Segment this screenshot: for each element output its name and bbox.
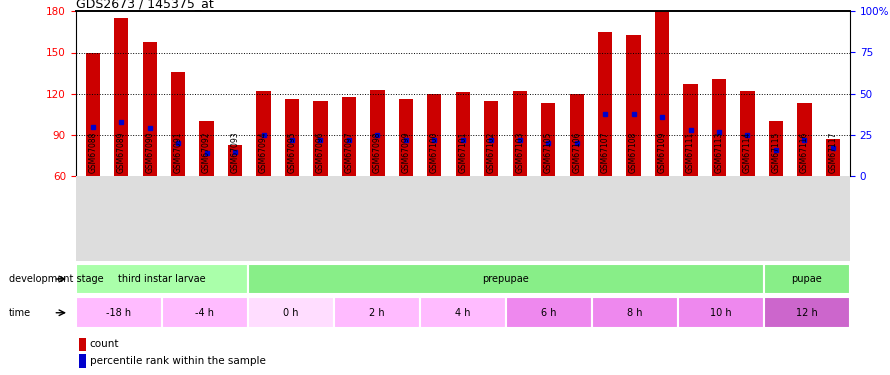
Bar xyxy=(76,297,162,328)
Bar xyxy=(592,297,678,328)
Text: 10 h: 10 h xyxy=(710,308,732,318)
Bar xyxy=(797,104,812,176)
Bar xyxy=(513,91,527,176)
Bar xyxy=(506,297,592,328)
Bar xyxy=(399,99,413,176)
Text: pupae: pupae xyxy=(791,274,822,284)
Bar xyxy=(740,91,755,176)
Bar xyxy=(627,34,641,176)
Bar xyxy=(162,297,247,328)
Text: count: count xyxy=(90,339,119,349)
Bar xyxy=(427,94,441,176)
Text: GDS2673 / 145375_at: GDS2673 / 145375_at xyxy=(76,0,214,10)
Text: time: time xyxy=(9,308,31,318)
Bar xyxy=(678,297,764,328)
Bar xyxy=(334,297,420,328)
Text: 8 h: 8 h xyxy=(627,308,643,318)
Bar xyxy=(370,90,384,176)
Bar xyxy=(247,297,334,328)
Bar xyxy=(655,11,669,176)
Bar xyxy=(456,92,470,176)
Bar xyxy=(826,139,840,176)
Bar xyxy=(764,264,850,294)
Text: -18 h: -18 h xyxy=(106,308,131,318)
Bar xyxy=(313,100,328,176)
Bar xyxy=(171,72,185,176)
Bar xyxy=(114,18,128,176)
Bar xyxy=(256,91,271,176)
Bar xyxy=(570,94,584,176)
Bar xyxy=(769,121,783,176)
Bar xyxy=(247,264,764,294)
Text: 6 h: 6 h xyxy=(541,308,556,318)
Bar xyxy=(684,84,698,176)
Text: prepupae: prepupae xyxy=(482,274,530,284)
Bar xyxy=(764,297,850,328)
Text: 0 h: 0 h xyxy=(283,308,298,318)
Bar xyxy=(76,264,247,294)
Text: percentile rank within the sample: percentile rank within the sample xyxy=(90,356,265,366)
Bar xyxy=(712,79,726,176)
Text: 2 h: 2 h xyxy=(369,308,384,318)
Bar xyxy=(78,338,86,351)
Bar xyxy=(285,99,299,176)
Bar xyxy=(199,121,214,176)
Text: -4 h: -4 h xyxy=(195,308,214,318)
Bar xyxy=(85,53,100,176)
Bar xyxy=(228,145,242,176)
Text: 4 h: 4 h xyxy=(455,308,471,318)
Bar xyxy=(598,32,612,176)
Bar xyxy=(78,354,86,368)
Text: third instar larvae: third instar larvae xyxy=(117,274,206,284)
Bar xyxy=(420,297,506,328)
Text: development stage: development stage xyxy=(9,274,103,284)
Bar xyxy=(484,100,498,176)
Bar xyxy=(142,42,157,176)
Bar xyxy=(342,96,356,176)
Text: 12 h: 12 h xyxy=(796,308,818,318)
Bar xyxy=(541,104,555,176)
